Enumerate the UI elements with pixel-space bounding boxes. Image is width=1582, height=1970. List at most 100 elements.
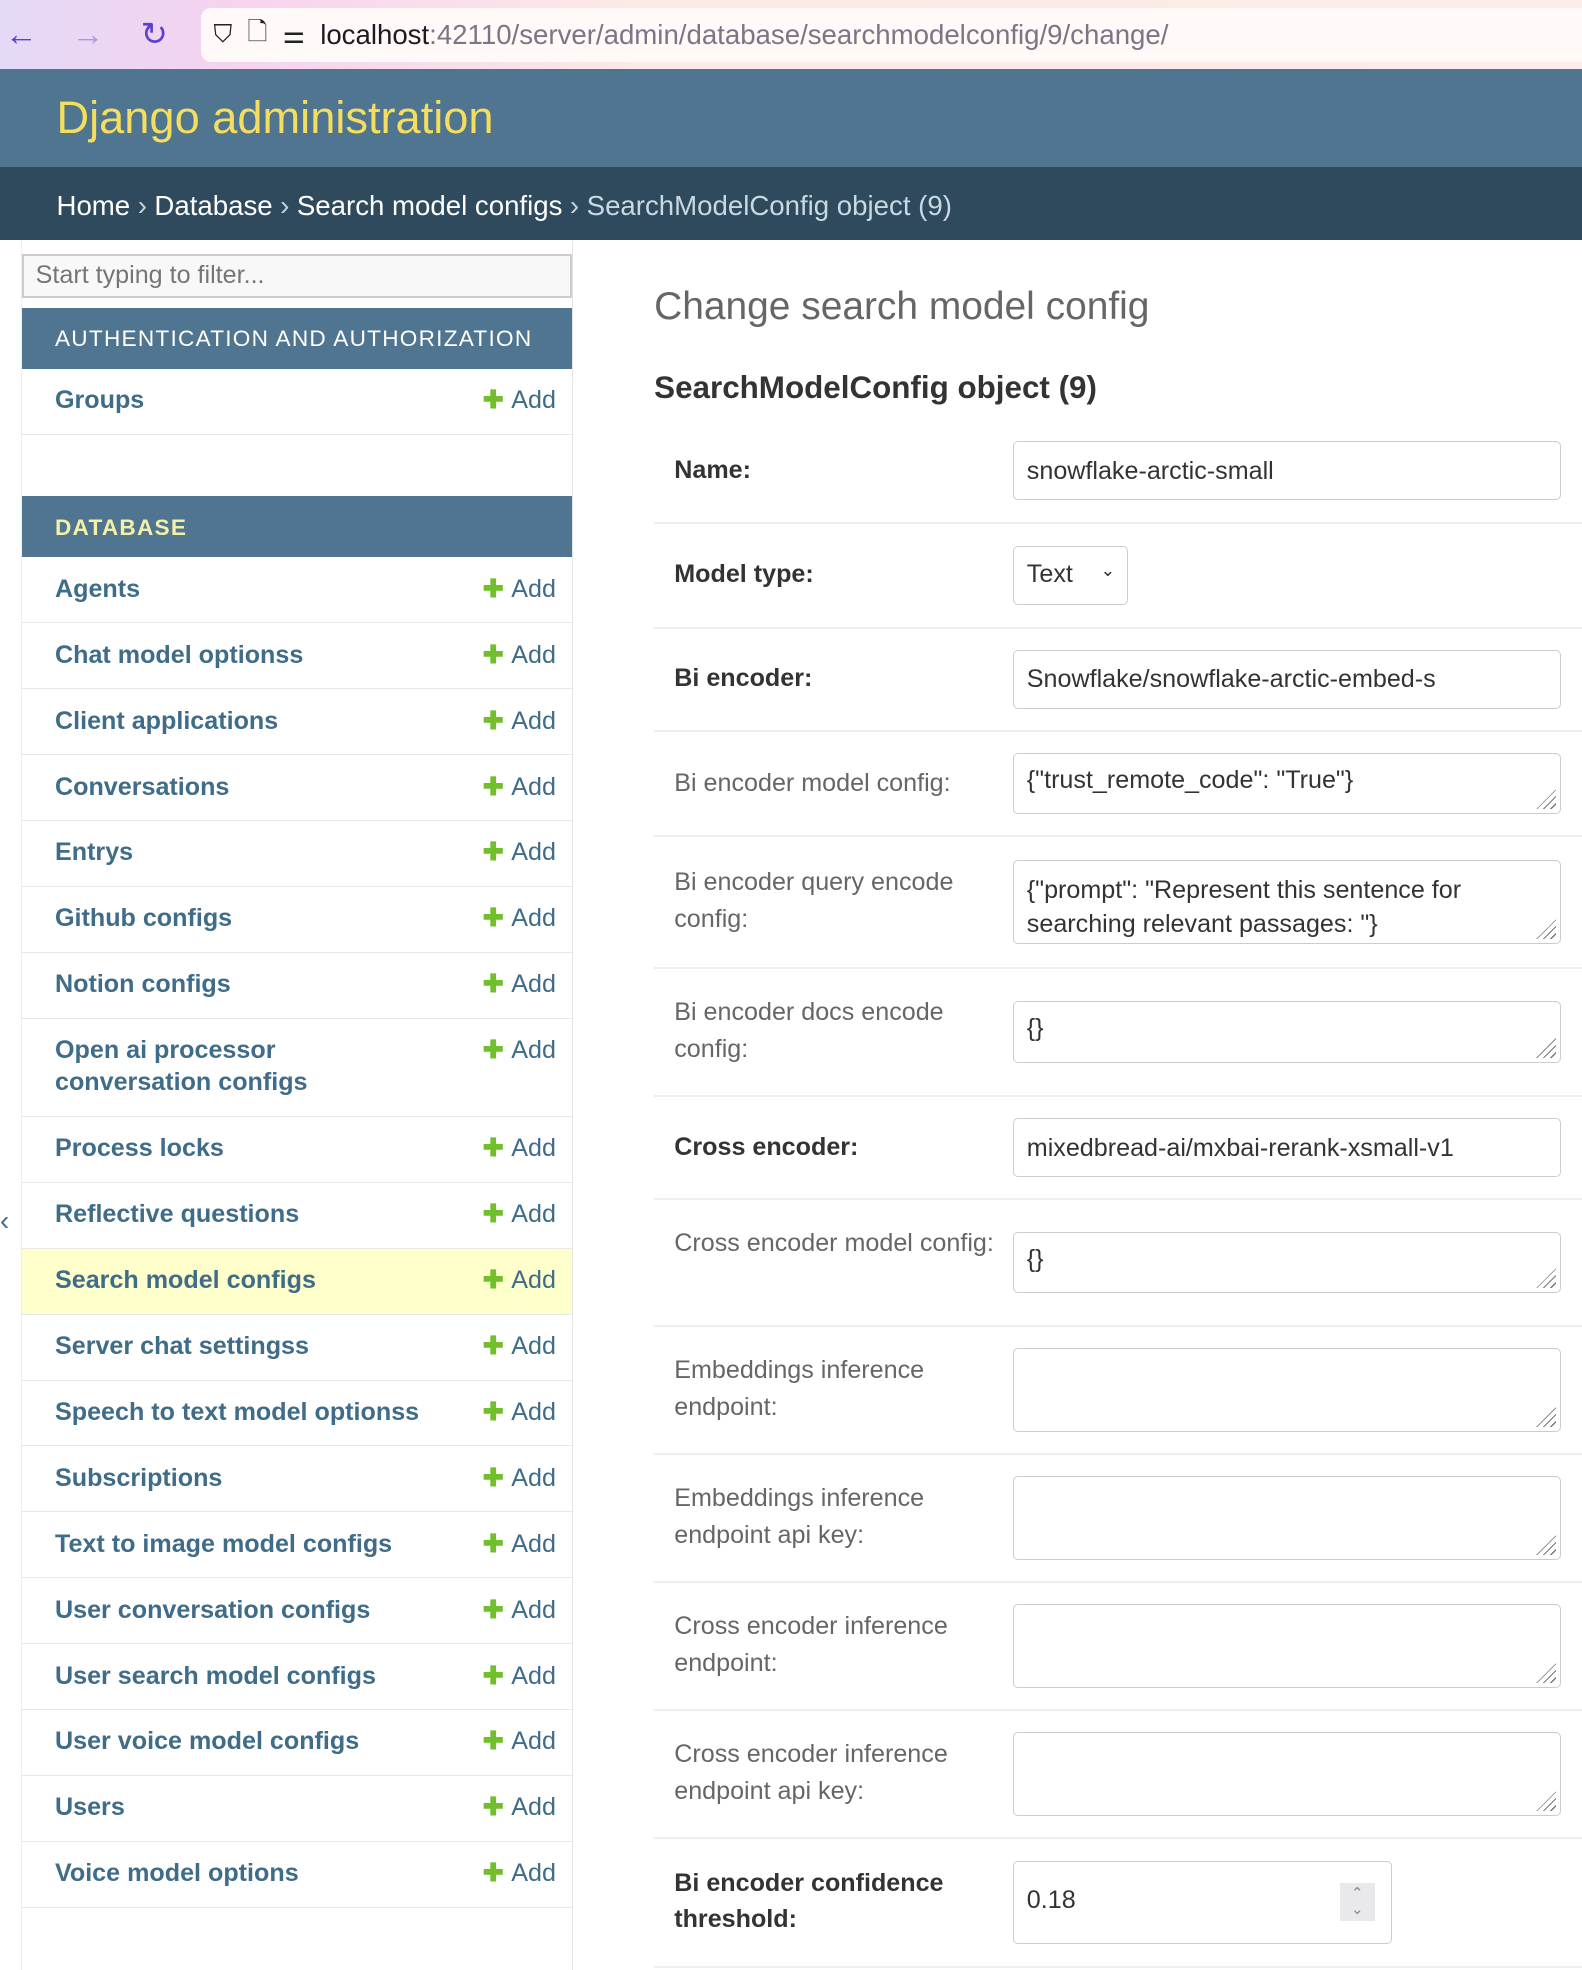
cross-encoder-inference-endpoint-input[interactable] (1013, 1604, 1561, 1689)
breadcrumb-database[interactable]: Database (154, 189, 273, 221)
bi-encoder-model-config-input[interactable]: {"trust_remote_code": "True"} (1013, 752, 1561, 815)
add-button[interactable]: ✚ Add (483, 1381, 556, 1446)
plus-icon: ✚ (482, 1661, 504, 1690)
plus-icon: ✚ (482, 838, 504, 867)
embeddings-inference-endpoint-api-key-input[interactable] (1013, 1475, 1561, 1561)
add-button[interactable]: ✚ Add (483, 755, 556, 820)
sidebar-item-link[interactable]: Reflective questions (54, 1200, 300, 1229)
add-button[interactable]: ✚ Add (483, 1446, 556, 1511)
sidebar-item-link[interactable]: Agents (54, 574, 141, 603)
sidebar-item: Reflective questions ✚ Add (22, 1183, 573, 1249)
sidebar-item: Conversations ✚ Add (22, 755, 573, 822)
sidebar-item-link[interactable]: Open ai processor conversation configs (54, 1036, 308, 1096)
add-button[interactable]: ✚ Add (483, 1578, 556, 1643)
add-button[interactable]: ✚ Add (483, 1842, 556, 1907)
bi-encoder-query-encode-config-input[interactable]: {"prompt": "Represent this sentence for … (1013, 860, 1561, 945)
site-title[interactable]: Django administration (56, 91, 494, 143)
sidebar-item-link[interactable]: Conversations (54, 772, 230, 801)
form-row: Cross encoder: mixedbread-ai/mxbai-rerank… (654, 1097, 1582, 1201)
add-button[interactable]: ✚ Add (483, 1315, 556, 1380)
add-button[interactable]: ✚ Add (483, 1183, 556, 1248)
add-button[interactable]: ✚ Add (483, 1512, 556, 1577)
sidebar-item-link[interactable]: Subscriptions (54, 1463, 223, 1492)
bi-encoder-docs-encode-config-input[interactable]: {} (1013, 1001, 1561, 1063)
add-button[interactable]: ✚ Add (483, 1117, 556, 1182)
sidebar-item: Text to image model configs ✚ Add (22, 1512, 573, 1579)
add-button[interactable]: ✚ Add (483, 887, 556, 952)
sidebar-filter-input[interactable] (22, 253, 573, 298)
plus-icon: ✚ (482, 1463, 504, 1492)
sidebar-item-link[interactable]: Chat model optionss (54, 640, 304, 669)
url-bar[interactable]: ⛉ 🗋 ⚌ localhost:42110/server/admin/datab… (200, 7, 1582, 62)
sidebar-item-link[interactable]: Search model configs (54, 1265, 316, 1294)
sidebar-item-link[interactable]: Entrys (54, 838, 134, 867)
add-label: Add (511, 640, 556, 669)
number-spinner[interactable]: ⌃ ⌄ (1339, 1883, 1375, 1922)
model-type-select[interactable]: Text ⌄ (1013, 546, 1128, 606)
breadcrumb-search-model-configs[interactable]: Search model configs (296, 189, 563, 221)
sidebar-item: Search model configs ✚ Add (22, 1248, 573, 1315)
sidebar-item: Speech to text model optionss ✚ Add (22, 1381, 573, 1447)
url-host: localhost (320, 18, 430, 50)
sidebar-item: Notion configs ✚ Add (22, 953, 573, 1019)
sidebar-item-link[interactable]: Process locks (54, 1134, 224, 1163)
add-button[interactable]: ✚ Add (483, 1710, 556, 1775)
add-button[interactable]: ✚ Add (483, 1249, 556, 1314)
add-label: Add (511, 706, 556, 735)
sidebar-item-link[interactable]: Users (54, 1793, 125, 1822)
sidebar-item: Process locks ✚ Add (22, 1117, 573, 1183)
form-row: Bi encoder docs encode config: {} (654, 969, 1582, 1098)
plus-icon: ✚ (482, 970, 504, 999)
sidebar-item-link[interactable]: Voice model options (54, 1859, 299, 1888)
add-button[interactable]: ✚ Add (483, 1644, 556, 1709)
back-icon[interactable]: ← (5, 15, 38, 53)
name-input[interactable]: snowflake-arctic-small (1013, 441, 1561, 501)
sidebar-item-link[interactable]: Notion configs (54, 970, 231, 999)
add-button[interactable]: ✚ Add (483, 623, 556, 688)
sidebar-section-header[interactable]: DATABASE (22, 495, 573, 558)
sidebar-item: Open ai processor conversation configs ✚ A… (22, 1019, 573, 1117)
cross-encoder-model-config-input[interactable]: {} (1013, 1231, 1561, 1294)
embeddings-inference-endpoint-input[interactable] (1013, 1347, 1561, 1432)
plus-icon: ✚ (482, 386, 504, 415)
field-label: Bi encoder docs encode config: (674, 998, 944, 1063)
form-row: Cross encoder inference endpoint: (654, 1583, 1582, 1712)
add-button[interactable]: ✚ Add (483, 689, 556, 754)
cross-encoder-inference-endpoint-api-key-input[interactable] (1013, 1732, 1561, 1817)
add-button[interactable]: ✚ Add (483, 821, 556, 886)
plus-icon: ✚ (482, 1265, 504, 1294)
plus-icon: ✚ (482, 640, 504, 669)
sidebar-item-link[interactable]: User search model configs (54, 1661, 376, 1690)
shield-icon: ⛉ (213, 19, 233, 48)
add-button[interactable]: ✚ Add (483, 369, 556, 434)
add-label: Add (511, 1036, 556, 1065)
sidebar-item-link[interactable]: User voice model configs (54, 1727, 360, 1756)
add-label: Add (511, 1134, 556, 1163)
plus-icon: ✚ (482, 1529, 504, 1558)
sidebar-item-link[interactable]: Server chat settingss (54, 1331, 309, 1360)
sidebar-item-link[interactable]: User conversation configs (54, 1595, 371, 1624)
plus-icon: ✚ (482, 1859, 504, 1888)
page-icon: 🗋 (247, 18, 268, 47)
add-button[interactable]: ✚ Add (483, 953, 556, 1018)
sidebar-section-header[interactable]: AUTHENTICATION AND AUTHORIZATION (22, 307, 573, 370)
sidebar-item-link[interactable]: Speech to text model optionss (54, 1397, 420, 1426)
reload-icon[interactable]: ↻ (140, 15, 168, 53)
sidebar-item-link[interactable]: Text to image model configs (54, 1529, 393, 1558)
form-row: Embeddings inference endpoint api key: (654, 1455, 1582, 1584)
collapse-sidebar-icon[interactable]: ‹ (0, 1205, 10, 1237)
plus-icon: ✚ (482, 1793, 504, 1822)
add-button[interactable]: ✚ Add (483, 557, 556, 622)
sidebar-item-link[interactable]: Groups (54, 386, 145, 415)
field-label: Bi encoder: (674, 664, 813, 693)
add-button[interactable]: ✚ Add (483, 1019, 556, 1116)
sidebar-item-link[interactable]: Client applications (54, 706, 279, 735)
cross-encoder-input[interactable]: mixedbread-ai/mxbai-rerank-xsmall-v1 (1013, 1118, 1561, 1178)
add-button[interactable]: ✚ Add (483, 1776, 556, 1841)
sidebar-item-link[interactable]: Github configs (54, 904, 233, 933)
breadcrumb-home[interactable]: Home (56, 189, 131, 221)
permissions-icon[interactable]: ⚌ (282, 20, 306, 49)
forward-icon[interactable]: → (71, 15, 105, 53)
bi-encoder-confidence-threshold-input[interactable]: 0.18 (1013, 1860, 1393, 1944)
bi-encoder-input[interactable]: Snowflake/snowflake-arctic-embed-s (1013, 649, 1561, 709)
